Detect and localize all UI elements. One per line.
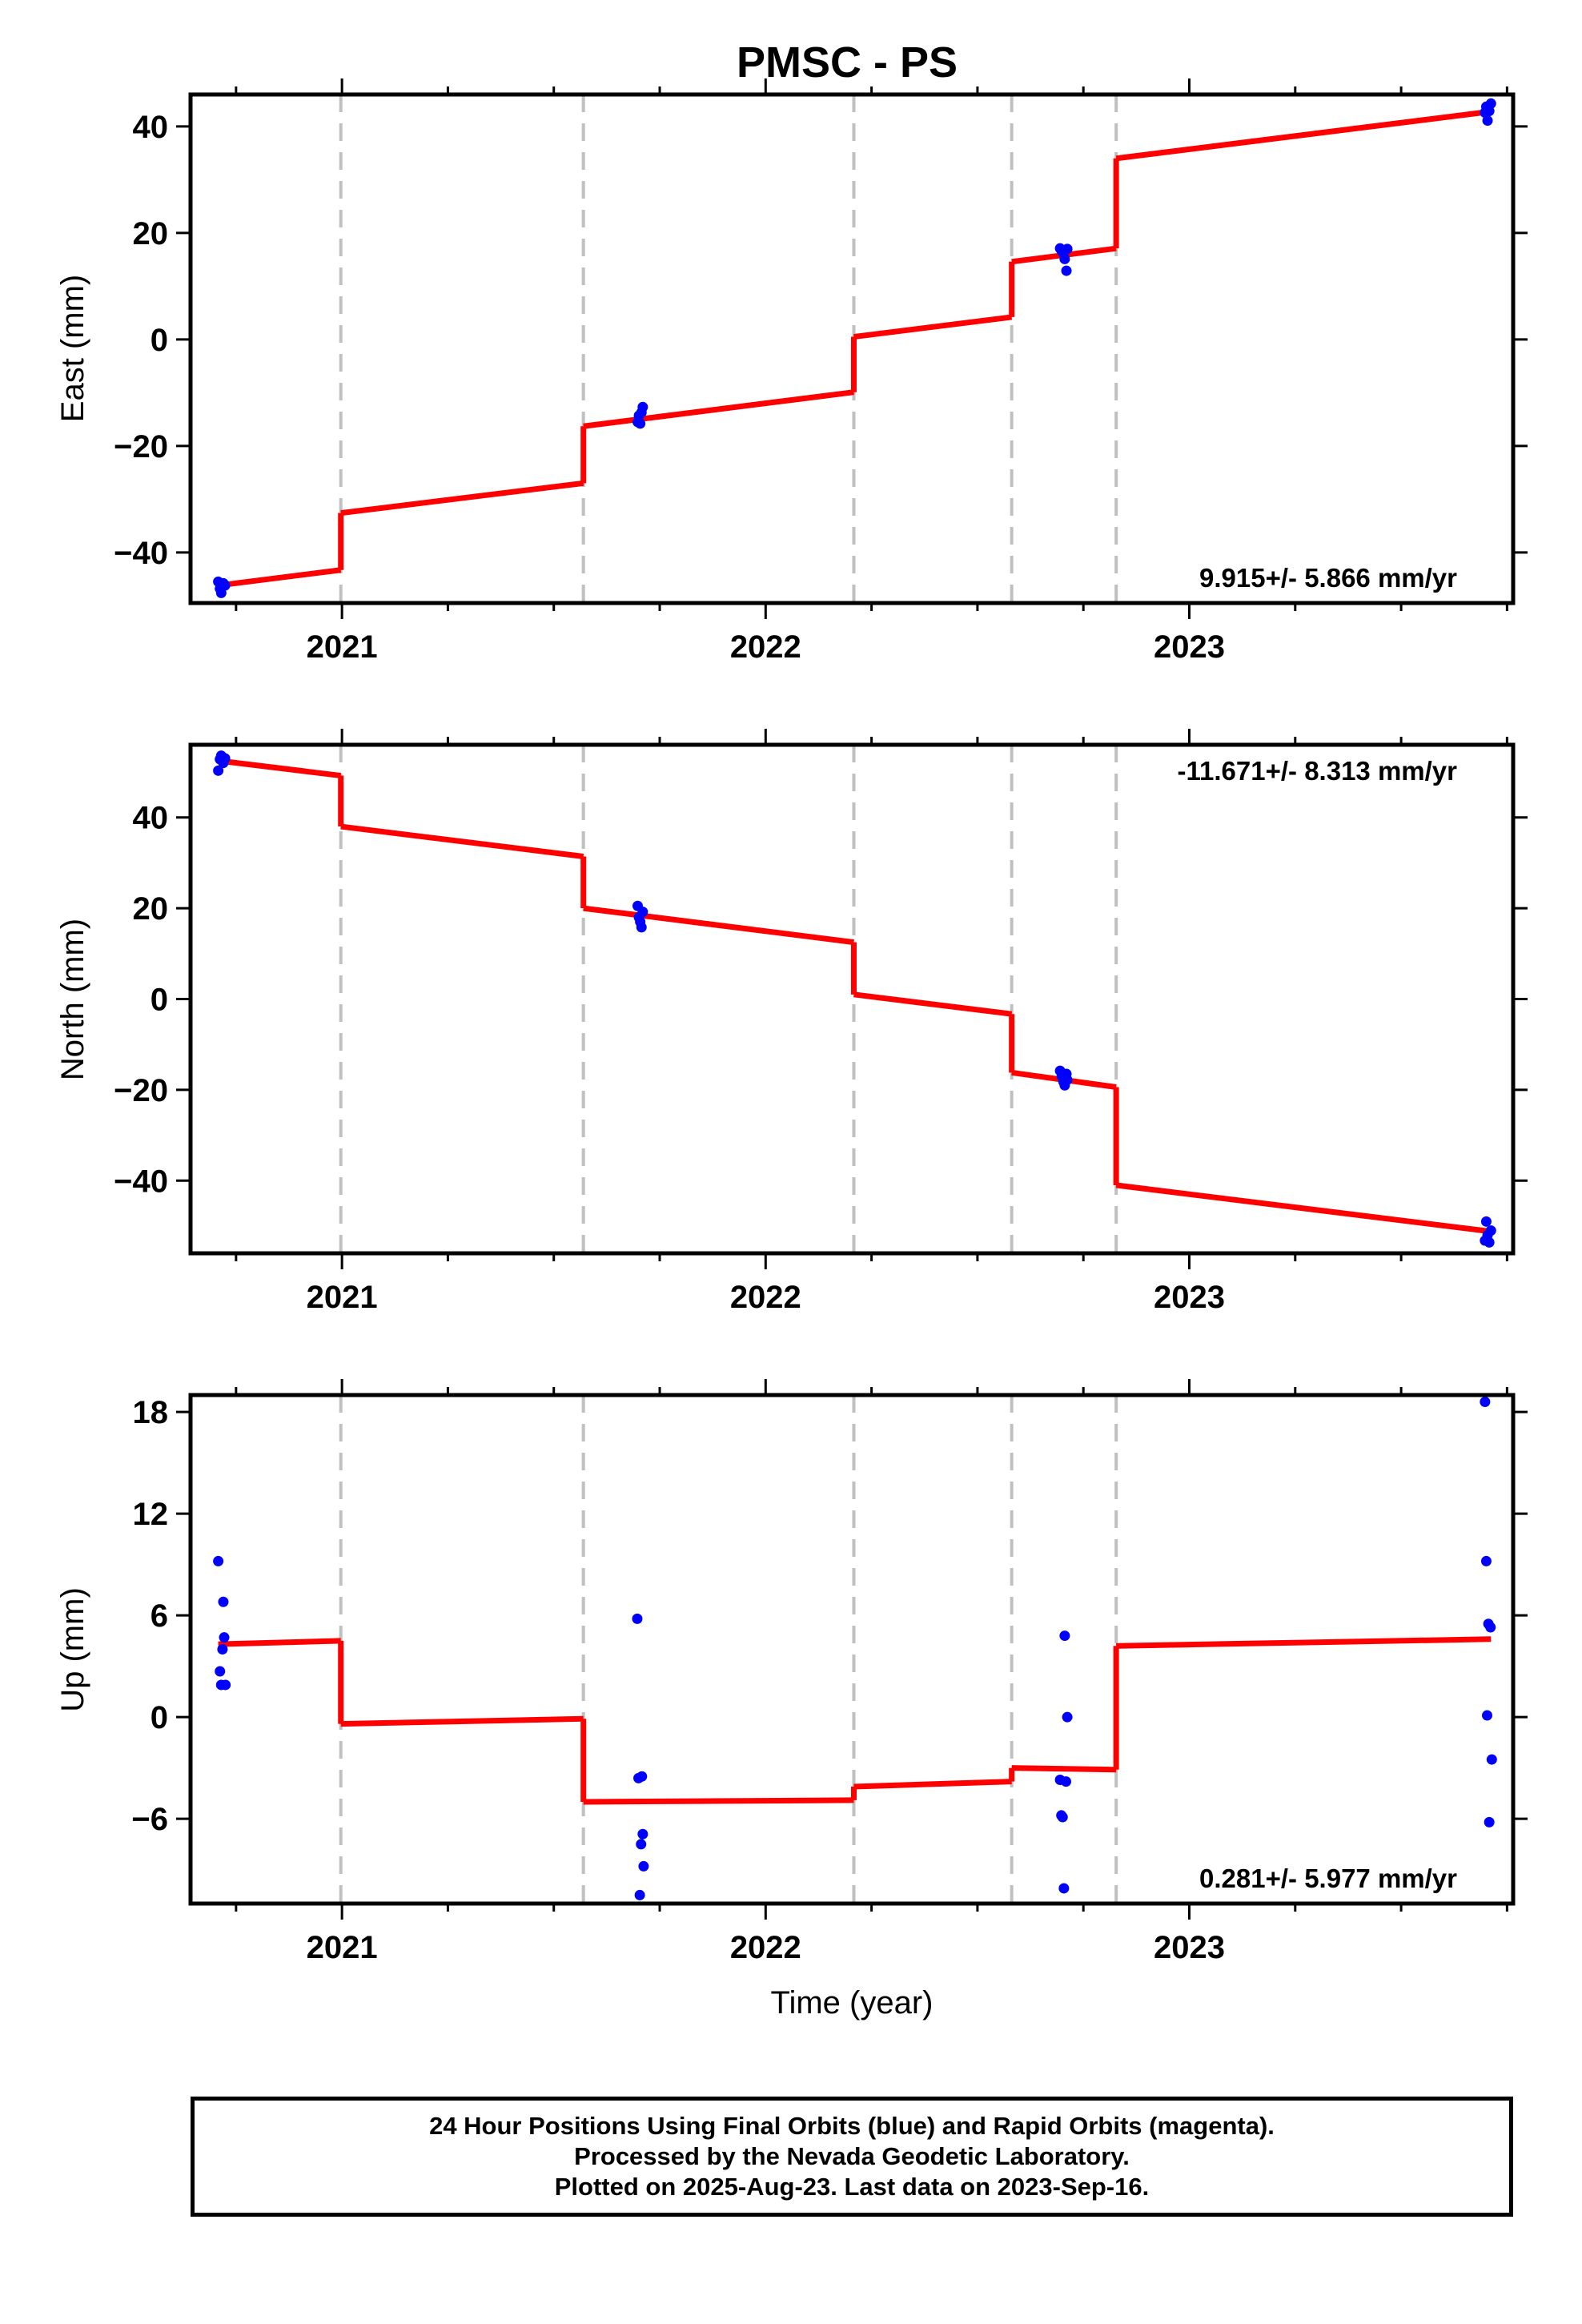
data-point [1062,1074,1073,1085]
caption-line-2: Processed by the Nevada Geodetic Laborat… [574,2142,1130,2170]
data-point [1485,98,1496,109]
data-point [1057,1811,1068,1823]
y-tick-label: 18 [133,1395,169,1430]
x-tick-label: 2023 [1154,1930,1225,1965]
model-segment [218,758,342,779]
data-point [636,922,647,933]
model-segment [1011,1765,1117,1773]
data-point [637,1828,648,1839]
x-tick-label: 2021 [307,1930,378,1965]
y-tick-label: −6 [131,1802,168,1837]
y-tick-label: 20 [133,216,169,251]
data-point [1062,243,1073,255]
data-point [220,1679,231,1691]
data-point [638,1860,649,1872]
model-segment [218,567,342,589]
data-point [217,1644,228,1655]
model-segment [340,1715,584,1727]
plot-frame [188,1393,1516,1906]
x-tick-label: 2022 [730,629,801,665]
model-segment [340,480,584,517]
y-tick-label: 12 [133,1497,169,1532]
y-tick-label: 0 [151,323,168,358]
y-tick-label: −20 [114,1073,168,1108]
data-point [636,1771,648,1782]
data-point [1485,1225,1496,1236]
model-segment [583,389,854,429]
rate-annotation: 9.915+/- 5.866 mm/yr [1199,563,1457,593]
data-point [1482,115,1493,127]
y-tick-label: 0 [151,1700,168,1735]
data-point [1480,1555,1492,1566]
y-tick-label: −40 [114,536,168,571]
model-segment [853,991,1013,1017]
data-point [635,418,646,429]
north-panel: 2021 2022 2023 −40 −20 0 20 40 North (mm) -11.671… [55,729,1528,1315]
model-segment [583,1797,854,1805]
caption-line-3: Plotted on 2025-Aug-23. Last data on 202… [554,2173,1150,2201]
data-point [1058,1883,1070,1894]
data-point [219,1632,230,1643]
data-point [1484,1816,1495,1827]
y-tick-label: 40 [133,110,169,145]
y-axis-label: North (mm) [55,919,90,1080]
model-segment [218,1638,341,1647]
data-point [213,765,224,776]
model-segment [1116,1636,1492,1649]
rate-annotation: 0.281+/- 5.977 mm/yr [1199,1864,1457,1893]
east-panel: 2021 2022 2023 −40 −20 0 20 40 East (mm) 9.915+/-… [55,78,1528,665]
data-point [1480,1396,1491,1407]
x-tick-label: 2021 [307,629,378,665]
y-tick-label: −40 [114,1164,168,1199]
x-tick-label: 2023 [1154,1280,1225,1315]
data-point [637,907,648,918]
data-point [219,580,231,591]
data-point [1059,253,1070,264]
data-point [219,753,231,764]
plot-frame [188,92,1516,605]
data-point [1485,1622,1496,1633]
rate-annotation: -11.671+/- 8.313 mm/yr [1178,756,1458,786]
y-axis-label: Up (mm) [55,1587,90,1712]
data-point [1059,1630,1070,1642]
data-point [1482,1710,1493,1721]
data-point [218,1596,229,1607]
model-segment [1115,1182,1492,1235]
chart-title: PMSC - PS [737,38,958,86]
plot-frame [188,742,1516,1256]
x-tick-label: 2022 [730,1280,801,1315]
x-axis-label: Time (year) [771,1985,934,2020]
model-segment [853,314,1013,340]
y-tick-label: 0 [151,983,168,1018]
model-segment [340,823,584,859]
data-point [632,1613,643,1624]
x-tick-label: 2022 [730,1930,801,1965]
data-point [637,401,648,412]
caption-box: 24 Hour Positions Using Final Orbits (bl… [191,2097,1513,2217]
x-tick-label: 2021 [307,1280,378,1315]
y-tick-label: 40 [133,801,169,836]
x-tick-label: 2023 [1154,629,1225,665]
y-axis-label: East (mm) [55,275,90,422]
data-point [215,1666,226,1677]
caption-line-1: 24 Hour Positions Using Final Orbits (bl… [429,2112,1275,2140]
model-segment [853,1779,1012,1790]
data-point [1061,265,1072,276]
model-segment [583,905,854,946]
up-panel: 2021 2022 2023 −6 0 6 12 18 Up (mm) 0.281+/- 5.97… [55,1379,1528,1965]
y-tick-label: 20 [133,891,169,927]
data-point [1062,1711,1073,1723]
y-tick-label: 6 [151,1598,168,1634]
data-point [1486,1754,1497,1765]
data-point [213,1555,224,1566]
data-point [1061,1776,1072,1787]
data-point [1484,1236,1495,1248]
y-tick-label: −20 [114,429,168,464]
model-segment [1115,108,1492,162]
data-point [1480,1216,1492,1227]
data-point [636,1839,647,1850]
data-point [634,1889,645,1900]
